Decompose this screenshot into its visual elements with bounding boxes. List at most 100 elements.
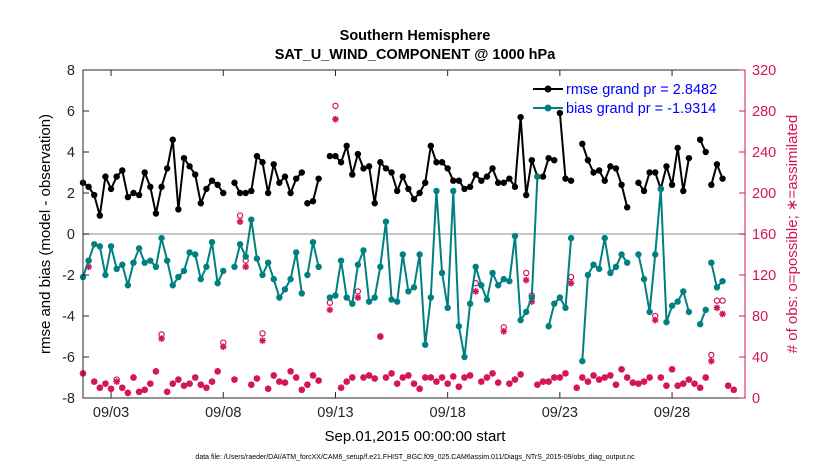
rmse-point xyxy=(584,157,592,164)
obs-asterisk-stroke xyxy=(568,280,574,287)
bias-point xyxy=(186,249,193,256)
bias-point xyxy=(635,251,642,258)
obs-asterisk-stroke xyxy=(231,376,238,383)
obs-assimilated-point-58 xyxy=(416,385,423,393)
obs-assimilated-point-50 xyxy=(371,375,379,382)
obs-asterisk-stroke xyxy=(383,374,389,381)
obs-asterisk-stroke xyxy=(113,378,120,385)
rmse-point xyxy=(635,179,642,186)
obs-asterisk-stroke xyxy=(641,378,647,385)
obs-asterisk-stroke xyxy=(489,370,496,377)
rmse-point xyxy=(248,187,255,195)
y-axis-label: rmse and bias (model - observation) xyxy=(37,114,54,354)
obs-asterisk-stroke xyxy=(270,372,277,379)
rmse-point xyxy=(517,113,524,121)
obs-asterisk-stroke xyxy=(366,372,373,379)
obs-assimilated-point-20 xyxy=(191,374,199,381)
obs-asterisk-stroke xyxy=(484,374,490,381)
rmse-line-segment-5 xyxy=(581,143,629,208)
plot-area xyxy=(79,102,745,397)
y-tick-label: 2 xyxy=(67,186,75,202)
rmse-point xyxy=(163,165,171,172)
rmse-point xyxy=(528,157,536,164)
obs-asterisk-stroke xyxy=(512,376,518,383)
obs-assimilated-point-91 xyxy=(601,374,609,381)
bias-point xyxy=(158,234,165,242)
y-tick-label: -2 xyxy=(62,268,75,284)
bias-point xyxy=(584,271,592,279)
obs-asterisk-stroke xyxy=(248,381,255,388)
bias-point xyxy=(304,271,311,279)
obs-assimilated-point-100 xyxy=(651,316,659,324)
y2-tick-label: 200 xyxy=(752,186,776,202)
rmse-point xyxy=(455,177,463,184)
rmse-point xyxy=(214,181,221,188)
obs-assimilated-point-51 xyxy=(377,333,384,340)
y2-tick-label: 0 xyxy=(752,391,760,407)
bias-point xyxy=(427,294,435,301)
bias-point xyxy=(410,284,418,291)
obs-assimilated-point-112 xyxy=(719,310,726,318)
obs-asterisk-stroke xyxy=(556,374,563,381)
y-tick-label: 4 xyxy=(67,145,75,161)
rmse-point xyxy=(399,173,406,180)
y-tick-label: 8 xyxy=(67,63,75,79)
bias-point xyxy=(349,300,356,307)
rmse-point xyxy=(680,187,687,195)
bias-point xyxy=(242,253,249,260)
obs-assimilated-point-30 xyxy=(253,375,261,382)
y-axis-left: -8 -6 -4 -2 0 2 4 6 8 xyxy=(62,63,89,407)
rmse-point xyxy=(270,161,277,168)
bias-point xyxy=(590,261,597,268)
y2-tick-label: 40 xyxy=(752,350,768,366)
bias-point xyxy=(461,353,468,361)
obs-asterisk-stroke xyxy=(147,380,154,387)
obs-asterisk-stroke xyxy=(141,386,148,393)
obs-asterisk-stroke xyxy=(613,381,619,388)
obs-assimilated-point-47 xyxy=(354,294,362,301)
rmse-point xyxy=(113,173,120,180)
obs-asterisk-stroke xyxy=(708,358,715,365)
obs-asterisk-stroke xyxy=(119,384,126,391)
obs-assimilated-point-21 xyxy=(197,381,205,388)
rmse-point xyxy=(147,183,154,191)
bias-point xyxy=(680,288,687,295)
obs-assimilated-point-33 xyxy=(270,372,278,379)
bias-point xyxy=(192,251,199,258)
rmse-point xyxy=(708,181,715,188)
y-axis-right: 0 40 80 120 160 200 240 280 320 xyxy=(739,63,776,407)
obs-assimilated-point-86 xyxy=(573,384,580,392)
obs-asterisk-stroke xyxy=(169,380,176,387)
rmse-point xyxy=(595,167,603,174)
rmse-point xyxy=(410,195,418,203)
obs-assimilated-point-82 xyxy=(550,374,558,381)
obs-asterisk-stroke xyxy=(657,374,664,381)
obs-asterisk-stroke xyxy=(444,380,451,387)
rmse-point xyxy=(102,173,109,180)
bias-point xyxy=(197,275,205,283)
obs-assimilated-point-110 xyxy=(708,357,715,365)
obs-asterisk-stroke xyxy=(186,380,193,387)
obs-asterisk-stroke xyxy=(388,370,395,377)
x-tick-label: 09/13 xyxy=(317,405,353,421)
bias-point xyxy=(292,249,300,256)
obs-assimilated-point-64 xyxy=(449,373,457,380)
obs-asterisk-stroke xyxy=(416,385,423,392)
obs-possible-point-85 xyxy=(567,273,575,281)
rmse-point xyxy=(203,185,210,193)
bias-point xyxy=(152,263,160,270)
bias-point xyxy=(124,282,132,289)
obs-asterisk-stroke xyxy=(725,382,732,389)
rmse-point xyxy=(236,189,244,197)
y2-tick-label: 240 xyxy=(752,145,776,161)
obs-possible-point-31 xyxy=(259,330,266,337)
obs-asterisk-stroke xyxy=(265,385,272,392)
bias-point xyxy=(208,239,216,246)
rmse-point xyxy=(551,157,558,164)
bias-point xyxy=(708,259,715,266)
obs-assimilated-point-77 xyxy=(522,276,530,284)
rmse-point xyxy=(382,165,390,172)
obs-asterisk-stroke xyxy=(192,374,199,381)
obs-assimilated-point-94 xyxy=(618,366,625,373)
rmse-point xyxy=(220,189,227,197)
